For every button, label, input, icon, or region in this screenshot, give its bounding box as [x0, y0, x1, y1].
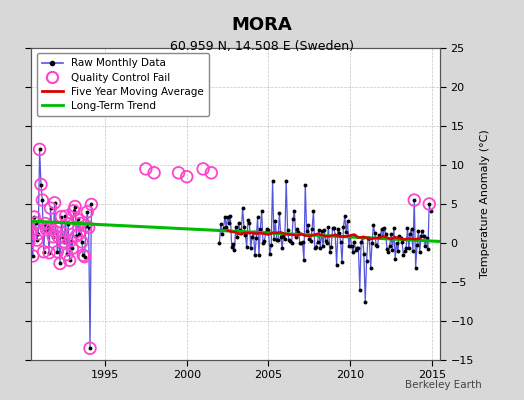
Text: Berkeley Earth: Berkeley Earth	[406, 380, 482, 390]
Point	[56, 260, 64, 267]
Point	[60, 238, 68, 245]
Point	[39, 248, 48, 255]
Point	[19, 204, 27, 211]
Point	[22, 228, 30, 234]
Point	[182, 174, 191, 180]
Point	[46, 205, 54, 211]
Y-axis label: Temperature Anomaly (°C): Temperature Anomaly (°C)	[479, 130, 489, 278]
Point	[425, 201, 433, 207]
Point	[84, 224, 93, 231]
Point	[42, 226, 51, 233]
Point	[73, 216, 82, 223]
Point	[72, 233, 81, 239]
Point	[48, 226, 56, 232]
Point	[52, 229, 60, 235]
Point	[34, 230, 42, 237]
Legend: Raw Monthly Data, Quality Control Fail, Five Year Moving Average, Long-Term Tren: Raw Monthly Data, Quality Control Fail, …	[37, 53, 209, 116]
Point	[54, 234, 63, 240]
Point	[79, 252, 88, 258]
Text: 60.959 N, 14.508 E (Sweden): 60.959 N, 14.508 E (Sweden)	[170, 40, 354, 53]
Point	[78, 239, 86, 245]
Point	[29, 253, 37, 259]
Point	[174, 170, 183, 176]
Point	[23, 222, 31, 229]
Point	[80, 254, 89, 260]
Point	[82, 223, 90, 229]
Point	[86, 345, 94, 352]
Point	[57, 213, 66, 220]
Point	[410, 197, 419, 203]
Point	[36, 146, 44, 152]
Point	[38, 197, 47, 203]
Point	[67, 237, 75, 244]
Point	[71, 203, 79, 210]
Point	[61, 213, 70, 220]
Point	[45, 250, 53, 256]
Point	[199, 166, 208, 172]
Point	[53, 248, 61, 255]
Point	[32, 237, 41, 243]
Point	[20, 235, 29, 241]
Point	[66, 257, 74, 264]
Point	[49, 234, 58, 240]
Point	[207, 170, 215, 176]
Text: MORA: MORA	[232, 16, 292, 34]
Point	[83, 209, 92, 215]
Point	[59, 234, 67, 240]
Point	[43, 224, 52, 231]
Point	[31, 220, 40, 226]
Point	[70, 208, 78, 214]
Point	[26, 228, 34, 234]
Point	[87, 201, 95, 208]
Point	[30, 214, 38, 220]
Point	[68, 245, 77, 252]
Point	[77, 220, 85, 226]
Point	[50, 200, 59, 206]
Point	[63, 251, 71, 258]
Point	[64, 220, 72, 227]
Point	[25, 239, 33, 246]
Point	[41, 220, 49, 227]
Point	[75, 231, 83, 237]
Point	[37, 181, 45, 188]
Point	[141, 166, 150, 172]
Point	[150, 170, 158, 176]
Point	[27, 228, 36, 234]
